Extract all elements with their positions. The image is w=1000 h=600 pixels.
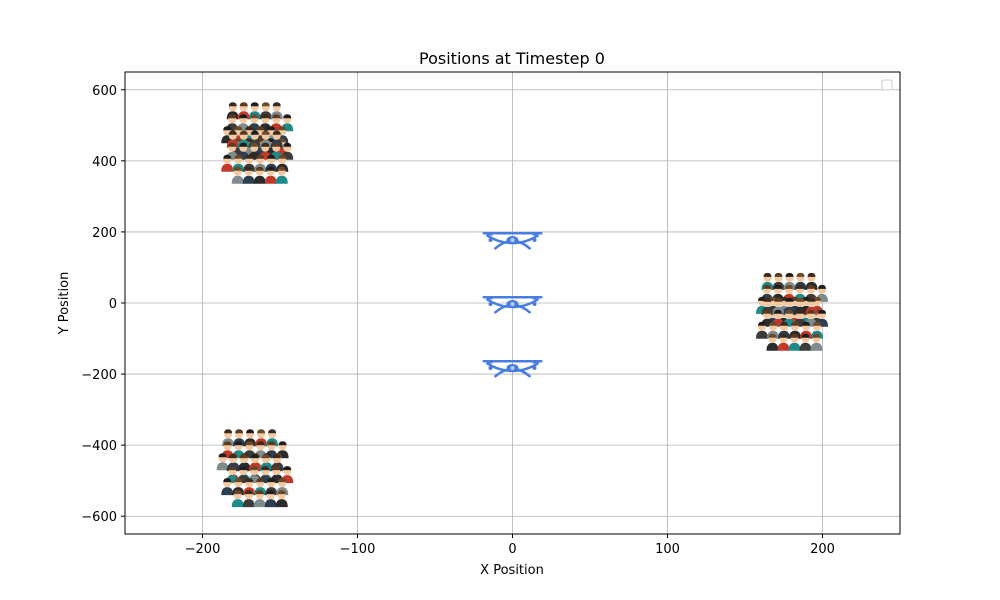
axis-ticks: −200 −100 0 100 200 −600 −400 −200 0 200 400 600 [81, 84, 835, 557]
person-icon [264, 490, 277, 508]
crowd-icon [756, 297, 828, 351]
person-icon [231, 166, 244, 184]
x-tick-label: 200 [810, 542, 835, 557]
person-icon [264, 166, 277, 184]
person-icon [810, 333, 823, 351]
x-tick-label: −200 [185, 542, 221, 557]
x-axis-label: X Position [480, 563, 544, 578]
person-icon [231, 490, 244, 508]
person-icon [275, 490, 288, 508]
person-icon [221, 154, 234, 172]
y-tick-label: 0 [109, 297, 117, 312]
y-tick-label: 400 [92, 155, 117, 170]
y-tick-label: −400 [81, 439, 117, 454]
person-icon [788, 333, 801, 351]
chart-title: Positions at Timestep 0 [419, 49, 605, 68]
person-icon [799, 333, 812, 351]
x-tick-label: 100 [655, 542, 680, 557]
person-icon [221, 478, 234, 496]
y-tick-label: −200 [81, 368, 117, 383]
person-icon [756, 321, 768, 339]
y-axis-label: Y Position [57, 272, 72, 336]
legend-box [881, 79, 893, 91]
y-tick-label: 200 [92, 226, 117, 241]
person-icon [777, 333, 790, 351]
person-icon [253, 490, 266, 508]
person-icon [242, 490, 255, 508]
chart-marks [216, 102, 828, 508]
person-icon [766, 333, 779, 351]
crowd-icon [221, 454, 294, 508]
person-icon [275, 166, 288, 184]
y-tick-label: 600 [92, 84, 117, 99]
person-icon [253, 166, 266, 184]
person-icon [242, 166, 255, 184]
y-tick-label: −600 [81, 510, 117, 525]
crowd-icon [221, 130, 294, 184]
x-tick-label: 0 [508, 542, 516, 557]
person-icon [216, 453, 229, 471]
x-tick-label: −100 [340, 542, 376, 557]
